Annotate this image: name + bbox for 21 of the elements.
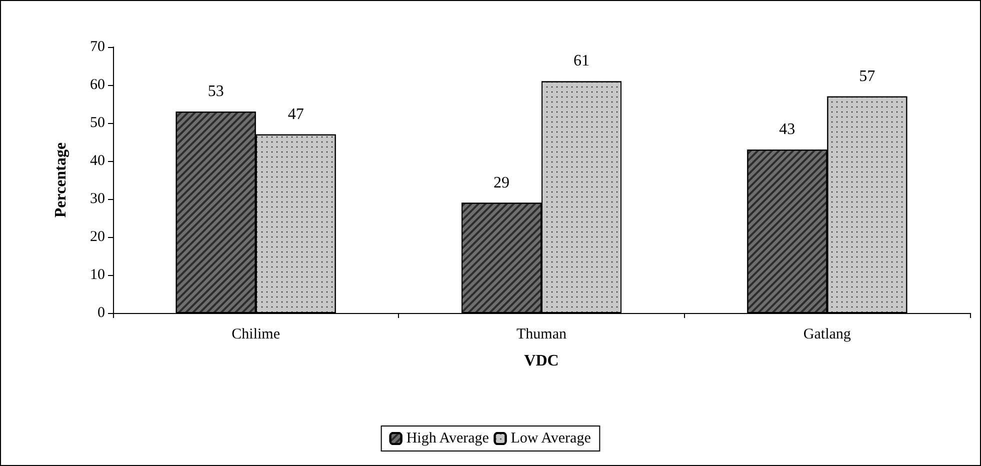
y-tick-label: 50	[90, 115, 105, 131]
y-tick-label: 10	[90, 267, 105, 283]
y-tick-label: 30	[90, 191, 105, 207]
legend-label: High Average	[406, 430, 490, 446]
y-axis-title: Percentage	[52, 142, 70, 218]
x-tick-label: Gatlang	[803, 326, 852, 342]
x-axis-title: VDC	[524, 352, 559, 370]
data-label: 43	[779, 121, 796, 138]
data-label: 47	[288, 106, 304, 123]
y-tick-label: 60	[90, 77, 105, 93]
y-tick-label: 20	[90, 229, 105, 245]
y-tick-label: 70	[90, 39, 105, 55]
x-tick-label: Thuman	[516, 326, 567, 342]
y-tick-label: 0	[98, 305, 105, 321]
legend-label: Low Average	[510, 430, 592, 446]
data-label: 29	[494, 174, 510, 192]
data-label: 61	[574, 52, 590, 70]
data-label: 57	[859, 68, 876, 85]
y-tick-label: 40	[90, 153, 105, 169]
data-label: 53	[208, 83, 224, 100]
x-tick-label: Chilime	[232, 326, 280, 342]
